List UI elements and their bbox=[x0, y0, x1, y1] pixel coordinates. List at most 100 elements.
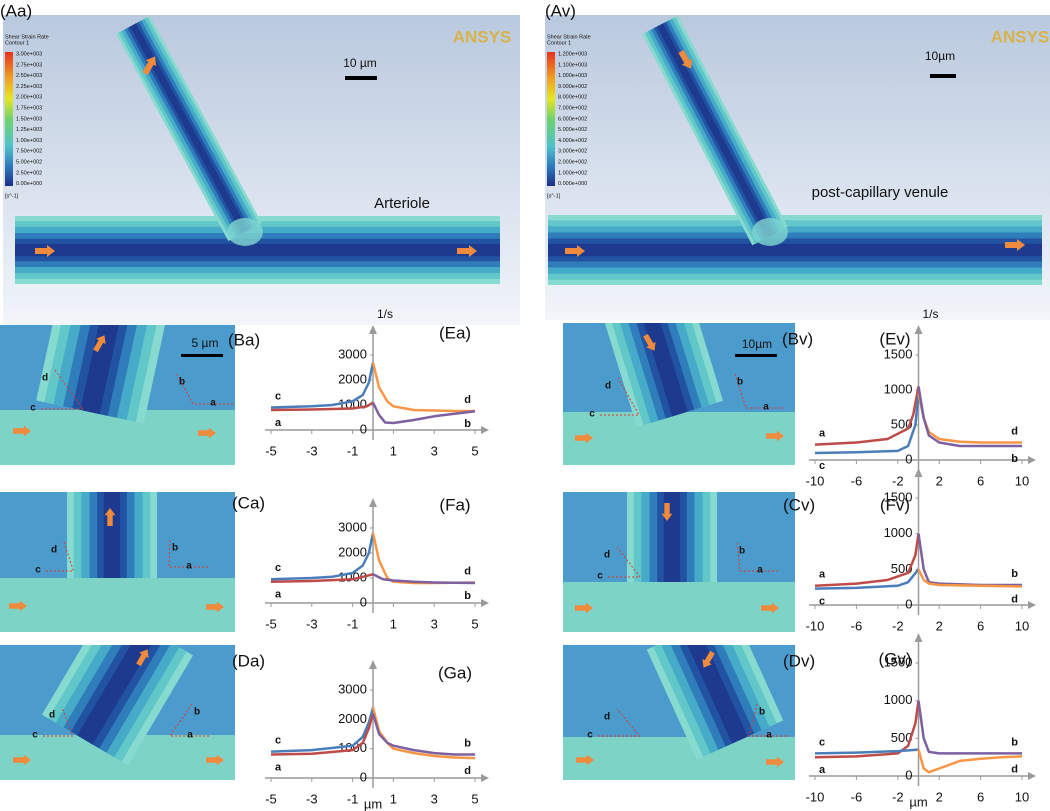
y-tick-label: 0 bbox=[905, 451, 912, 466]
y-axis-label: 1/s bbox=[377, 307, 393, 321]
axis-arrow bbox=[1028, 456, 1036, 464]
x-tick-label: -6 bbox=[851, 789, 863, 804]
axis-arrow bbox=[369, 325, 377, 334]
panel-label: (Ca) bbox=[232, 493, 265, 512]
legend-value: 0.00e+000 bbox=[16, 181, 42, 187]
x-axis-label: µm bbox=[364, 796, 382, 811]
series-label: d bbox=[464, 765, 471, 777]
x-tick-label: -2 bbox=[892, 789, 904, 804]
x-tick-label: -10 bbox=[806, 473, 825, 488]
legend-value: 1.200e+003 bbox=[558, 51, 587, 57]
flow-arrow bbox=[643, 333, 656, 351]
probe-point-label: d bbox=[604, 550, 610, 561]
series-line bbox=[814, 748, 919, 755]
probe-point-label: d bbox=[51, 545, 57, 556]
flow-arrow bbox=[678, 49, 693, 69]
probe-point-label: a bbox=[187, 730, 193, 741]
y-tick-label: 0 bbox=[360, 769, 367, 784]
series-label: c bbox=[275, 735, 281, 747]
x-tick-label: 3 bbox=[431, 616, 438, 631]
x-tick-label: 5 bbox=[471, 791, 478, 806]
probe-point-label: a bbox=[186, 561, 192, 572]
series-line bbox=[372, 573, 476, 585]
flow-arrow bbox=[206, 754, 224, 766]
axis-arrow bbox=[481, 599, 489, 607]
legend-value: 1.25e+003 bbox=[16, 127, 42, 133]
probe-point-label: a bbox=[210, 398, 216, 409]
y-tick-label: 2000 bbox=[338, 711, 367, 726]
flow-arrow bbox=[457, 245, 477, 257]
x-tick-label: 1 bbox=[390, 616, 397, 631]
legend-value: 1.50e+003 bbox=[16, 116, 42, 122]
x-tick-label: 2 bbox=[936, 473, 943, 488]
probe-point-label: c bbox=[587, 730, 593, 741]
legend-value: 2.25e+003 bbox=[16, 84, 42, 90]
series-line bbox=[814, 533, 920, 587]
scale-bar-label: 10µm bbox=[742, 337, 772, 351]
x-tick-label: 10 bbox=[1015, 789, 1029, 804]
vessel-band bbox=[77, 645, 152, 745]
axis-arrow bbox=[481, 426, 489, 434]
axis-arrow bbox=[914, 325, 923, 334]
vessel-band bbox=[643, 323, 688, 417]
y-tick-label: 1000 bbox=[884, 692, 913, 707]
series-label: a bbox=[819, 764, 826, 776]
probe-point-label: d bbox=[604, 712, 610, 723]
x-tick-label: 6 bbox=[977, 618, 984, 633]
panel-label: (Cv) bbox=[783, 495, 815, 514]
flow-arrow bbox=[575, 602, 593, 614]
series-label: d bbox=[464, 394, 471, 406]
series-label: d bbox=[1011, 425, 1018, 437]
legend-value: 4.000e+002 bbox=[558, 138, 587, 144]
series-label: c bbox=[275, 562, 281, 574]
series-line bbox=[270, 532, 375, 581]
series-line bbox=[371, 401, 476, 425]
probe-point-label: d bbox=[605, 381, 611, 392]
chart-title: (Fv) bbox=[880, 495, 910, 514]
series-line bbox=[270, 713, 375, 756]
legend-value: 0.000e+000 bbox=[558, 181, 587, 187]
series-label: b bbox=[464, 418, 471, 430]
probe-point-label: a bbox=[766, 730, 772, 741]
legend-title: Shear Strain Rate bbox=[5, 34, 49, 40]
legend-value: 7.50e+002 bbox=[16, 149, 42, 155]
flow-arrow bbox=[35, 245, 55, 257]
series-line bbox=[917, 393, 1022, 444]
legend-value: 2.75e+003 bbox=[16, 62, 42, 68]
y-tick-label: 1500 bbox=[884, 489, 913, 504]
series-line bbox=[814, 568, 920, 590]
vessel-main bbox=[0, 578, 235, 632]
x-tick-label: -3 bbox=[306, 791, 318, 806]
x-axis-label: µm bbox=[909, 794, 927, 809]
simulation-image bbox=[563, 645, 795, 780]
y-tick-label: 2000 bbox=[338, 371, 367, 386]
series-label: b bbox=[464, 590, 471, 602]
x-tick-label: 5 bbox=[471, 616, 478, 631]
y-tick-label: 1500 bbox=[884, 346, 913, 361]
chart-title: (Ga) bbox=[438, 663, 472, 682]
x-tick-label: 6 bbox=[977, 473, 984, 488]
legend-value: 1.75e+003 bbox=[16, 105, 42, 111]
x-tick-label: 10 bbox=[1015, 473, 1029, 488]
x-tick-label: -10 bbox=[806, 618, 825, 633]
flow-arrow bbox=[1005, 239, 1025, 251]
scale-bar-label: 10µm bbox=[925, 49, 955, 63]
series-line bbox=[814, 393, 920, 455]
series-label: a bbox=[819, 569, 826, 581]
probe-point-label: c bbox=[35, 565, 41, 576]
x-tick-label: -5 bbox=[265, 616, 277, 631]
series-line bbox=[371, 532, 476, 585]
flow-arrow bbox=[702, 650, 715, 668]
probe-point-label: d bbox=[42, 373, 48, 384]
axis-arrow bbox=[1028, 601, 1036, 609]
flow-arrow bbox=[136, 649, 149, 667]
series-label: b bbox=[1011, 453, 1018, 465]
x-tick-label: -6 bbox=[851, 618, 863, 633]
legend-value: 2.000e+002 bbox=[558, 159, 587, 165]
probe-line bbox=[598, 703, 789, 737]
flow-arrow bbox=[576, 754, 594, 766]
axis-arrow bbox=[369, 660, 377, 669]
simulation-image bbox=[0, 645, 235, 780]
simulation-image bbox=[0, 492, 235, 632]
